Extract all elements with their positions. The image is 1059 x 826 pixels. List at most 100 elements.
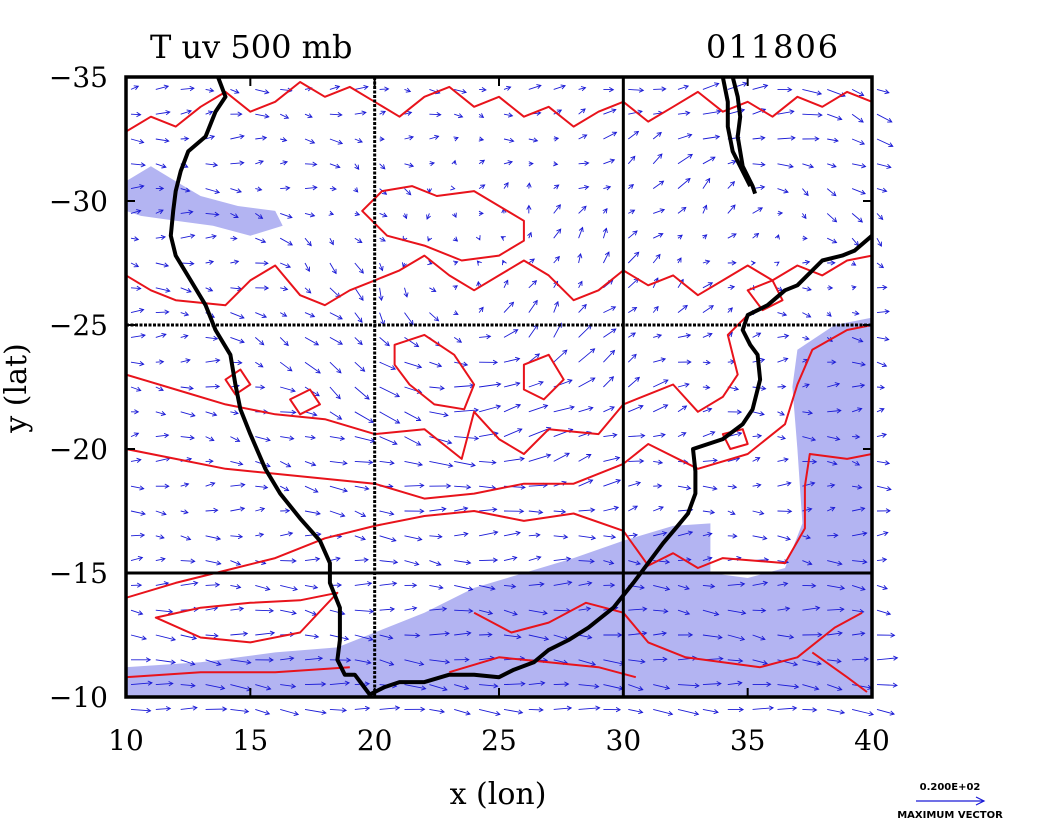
wind-vector-144: [628, 184, 635, 189]
wind-vector-700: [578, 634, 593, 640]
wind-vector-158: [205, 211, 220, 217]
contour-line-6: [393, 333, 476, 411]
wind-vector-382: [379, 386, 401, 398]
wind-vector-716: [205, 659, 222, 666]
contour-line-7: [522, 353, 565, 401]
wind-vector-263: [503, 279, 509, 288]
wind-vector-347: [279, 361, 293, 372]
wind-vector-249: [155, 287, 171, 293]
wind-vector-596: [304, 556, 321, 562]
wind-vector-371: [876, 361, 888, 368]
y-tick-label-10: −10: [49, 681, 108, 714]
wind-vector-612: [702, 556, 713, 562]
wind-vector-105: [429, 161, 436, 167]
wind-vector-161: [280, 212, 293, 219]
wind-vector-772: [827, 684, 843, 691]
wind-vector-350: [354, 361, 366, 372]
wind-vector-140: [526, 182, 532, 189]
wind-vector-409: [280, 409, 297, 415]
y-tick-label-20: −20: [49, 433, 108, 466]
wind-vector-525: [852, 484, 863, 490]
wind-vector-390: [578, 377, 596, 388]
wind-vector-417: [478, 404, 502, 413]
wind-vector-362: [653, 357, 667, 363]
wind-vector-220: [205, 259, 215, 265]
wind-vector-426: [702, 407, 713, 413]
contour-line-3: [126, 254, 872, 307]
wind-vector-101: [329, 163, 341, 169]
wind-vector-524: [827, 483, 836, 489]
wind-vector-162: [304, 212, 316, 218]
wind-vector-319: [354, 337, 363, 346]
wind-vector-410: [304, 411, 318, 417]
wind-vector-569: [404, 535, 423, 542]
wind-vector-403: [130, 409, 140, 415]
wind-vector-687: [255, 630, 276, 636]
wind-vector-639: [603, 582, 616, 588]
wind-vector-29: [851, 89, 865, 96]
wind-vector-580: [677, 530, 694, 537]
wind-vector-326: [528, 324, 539, 338]
wind-vector-675: [727, 609, 747, 616]
wind-vector-331: [653, 333, 663, 339]
wind-vector-310: [130, 333, 146, 339]
wind-vector-359: [578, 348, 596, 363]
wind-vector-777: [180, 705, 198, 711]
wind-vector-682: [130, 634, 148, 641]
wind-vector-69: [304, 138, 316, 144]
wind-vector-159: [230, 213, 239, 218]
wind-vector-708: [777, 634, 795, 640]
wind-vector-27: [802, 88, 823, 96]
wind-vector-414: [404, 411, 422, 421]
wind-vector-218: [155, 262, 170, 268]
wind-vector-548: [653, 506, 664, 512]
wind-vector-235: [577, 252, 583, 264]
wind-vector-313: [205, 335, 219, 341]
wind-vector-551: [727, 510, 736, 516]
wind-vector-73: [404, 135, 415, 141]
wind-vector-660: [354, 608, 375, 614]
wind-vector-691: [354, 634, 374, 642]
wind-vector-139: [503, 182, 509, 189]
contour-line-15: [811, 651, 868, 693]
wind-vector-141: [553, 184, 560, 190]
wind-vector-89: [802, 136, 820, 142]
wind-vector-76: [478, 136, 485, 142]
wind-vector-321: [404, 337, 420, 348]
wind-vector-119: [777, 163, 794, 169]
wind-vector-205: [602, 227, 608, 239]
wind-vector-623: [205, 582, 221, 588]
wind-vector-325: [503, 329, 519, 338]
wind-vector-582: [727, 533, 738, 539]
wind-vector-226: [354, 262, 364, 274]
wind-vector-454: [628, 433, 646, 439]
wind-vector-39: [329, 112, 343, 118]
wind-vector-750: [280, 683, 297, 689]
wind-vector-411: [329, 411, 343, 420]
wind-vector-26: [777, 87, 793, 93]
wind-vector-562: [230, 533, 244, 540]
wind-vector-731: [578, 659, 597, 667]
wind-vector-681: [876, 609, 892, 616]
wind-vector-181: [777, 210, 784, 216]
wind-vector-289: [379, 312, 386, 326]
wind-vector-155: [130, 209, 142, 215]
wind-vector-531: [230, 506, 246, 512]
wind-vector-41: [379, 110, 387, 116]
wind-vector-55: [727, 108, 746, 115]
wind-vector-176: [653, 208, 666, 214]
wind-vector-483: [578, 454, 592, 462]
wind-vector-404: [155, 410, 167, 416]
wind-vector-215: [851, 237, 859, 247]
wind-vector-308: [852, 310, 860, 316]
wind-vector-443: [354, 436, 376, 444]
wind-vector-424: [653, 404, 669, 413]
coastline-1: [730, 77, 757, 195]
wind-vector-606: [553, 556, 572, 562]
wind-vector-800: [752, 705, 775, 711]
coastline-2: [720, 77, 752, 187]
contour-line-9: [289, 388, 321, 416]
wind-vector-471: [279, 460, 292, 468]
wind-vector-260: [429, 287, 437, 292]
